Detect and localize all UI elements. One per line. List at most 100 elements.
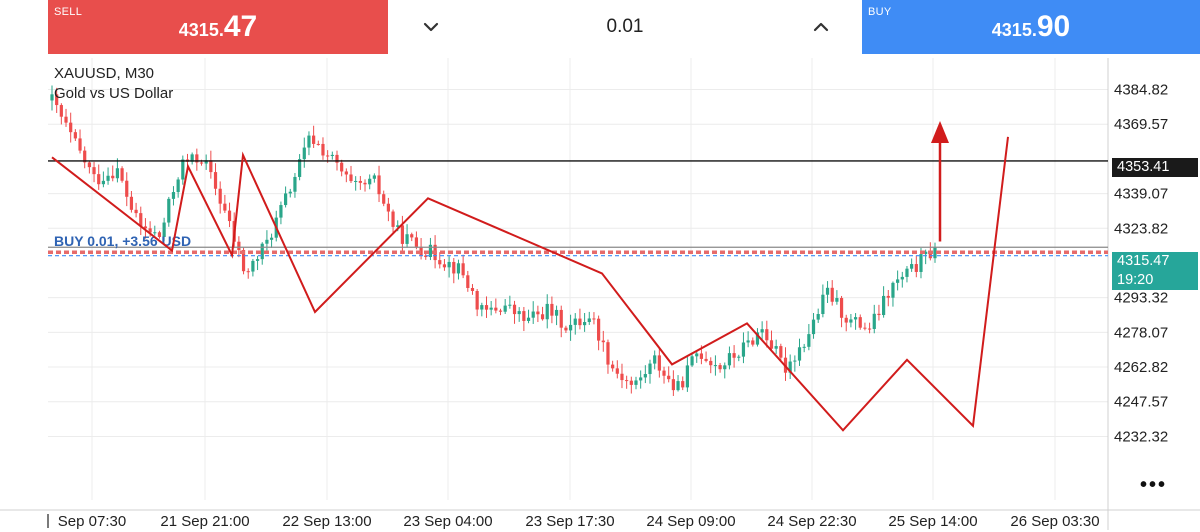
candle-body (106, 175, 110, 181)
level-price-tag: 4353.41 (1112, 158, 1198, 177)
buy-label: BUY (868, 6, 892, 18)
price-axis-label: 4262.82 (1114, 359, 1168, 376)
candle-body (601, 340, 605, 343)
candle-body (396, 225, 400, 227)
candle-body (709, 360, 713, 366)
candle-body (830, 287, 834, 302)
zigzag-pattern-line[interactable] (51, 136, 1009, 432)
candle-body (55, 94, 59, 106)
candle-body (344, 171, 348, 175)
candle-body (564, 327, 568, 331)
candle-body (737, 356, 741, 358)
candle-body (779, 346, 783, 358)
candle-body (358, 180, 362, 183)
candle-body (896, 279, 900, 283)
candle-body (685, 365, 689, 388)
candle-body (657, 355, 661, 371)
candle-body (732, 353, 736, 358)
buy-price: 4315.90 (862, 10, 1200, 44)
candle-body (157, 232, 162, 237)
candle-body (326, 155, 330, 157)
sell-button[interactable]: SELL 4315.47 (48, 0, 388, 54)
candle-body (340, 162, 344, 172)
candle-body (746, 340, 750, 343)
buy-button[interactable]: BUY 4315.90 (862, 0, 1200, 54)
candle-body (676, 381, 680, 391)
candle-body (349, 174, 353, 182)
time-axis-label: 23 Sep 04:00 (403, 513, 492, 530)
candle-body (797, 347, 802, 361)
candle-body (867, 328, 872, 330)
candle-body (153, 232, 157, 234)
candle-body (354, 180, 358, 182)
candle-body (886, 295, 890, 298)
candle-body (414, 237, 419, 247)
candle-body (639, 377, 643, 381)
more-menu-icon[interactable]: ••• (1140, 474, 1168, 496)
chevron-down-icon[interactable] (416, 12, 446, 42)
candle-body (428, 244, 433, 258)
candle-body (681, 381, 685, 388)
candle-body (442, 264, 447, 268)
candle-body (615, 368, 619, 374)
candle-body (849, 319, 853, 323)
candle-body (143, 226, 148, 229)
candle-body (597, 318, 601, 341)
lot-size-input[interactable]: 0.01 (606, 16, 644, 37)
candle-body (227, 210, 232, 222)
position-label[interactable]: BUY 0.01, +3.56 USD (54, 233, 191, 249)
candle-body (372, 175, 376, 179)
candle-body (139, 213, 143, 227)
candle-body (312, 135, 316, 144)
candle-body (288, 191, 292, 194)
candle-body (498, 310, 503, 312)
current-price-tag: 4315.47 (1112, 252, 1198, 271)
candle-body (283, 193, 288, 206)
candle-body (625, 380, 629, 382)
candle-body (410, 234, 414, 238)
sell-price-pips: 47 (223, 10, 258, 43)
candle-body (933, 247, 937, 259)
candle-body (466, 275, 470, 288)
candle-body (218, 188, 222, 204)
price-axis-label: 4278.07 (1114, 324, 1168, 341)
candle-body (811, 319, 816, 335)
candle-body (50, 94, 54, 101)
candle-body (690, 356, 694, 366)
bar-countdown-tag: 19:20 (1112, 271, 1198, 290)
target-arrow-head[interactable] (931, 120, 949, 143)
candle-body (919, 254, 923, 272)
candle-body (839, 298, 844, 318)
candle-body (905, 268, 909, 277)
candle-body (260, 243, 264, 260)
candle-body (559, 309, 563, 328)
candle-body (92, 167, 96, 175)
candle-body (475, 290, 479, 310)
time-axis-label: 23 Sep 17:30 (525, 513, 614, 530)
candle-body (914, 264, 918, 272)
candle-body (111, 175, 115, 179)
candle-body (64, 116, 68, 123)
candle-body (115, 168, 120, 179)
candle-body (489, 307, 493, 310)
candle-body (554, 309, 559, 316)
candle-body (302, 147, 306, 160)
candle-body (368, 178, 372, 185)
candle-body (825, 287, 830, 295)
candle-body (321, 143, 325, 156)
candle-body (87, 162, 91, 168)
candle-body (853, 317, 858, 320)
buy-price-prefix: 4315. (991, 20, 1037, 40)
candle-body (629, 380, 633, 385)
candle-body (176, 179, 180, 193)
time-axis-label: 21 Sep 21:00 (160, 513, 249, 530)
time-axis-label: Sep 07:30 (58, 513, 126, 530)
candle-body (101, 180, 105, 185)
chevron-up-icon[interactable] (806, 12, 836, 42)
candle-body (606, 342, 610, 365)
candle-body (671, 379, 675, 391)
candle-body (269, 237, 274, 240)
candle-body (802, 346, 806, 348)
candle-body (863, 327, 867, 329)
